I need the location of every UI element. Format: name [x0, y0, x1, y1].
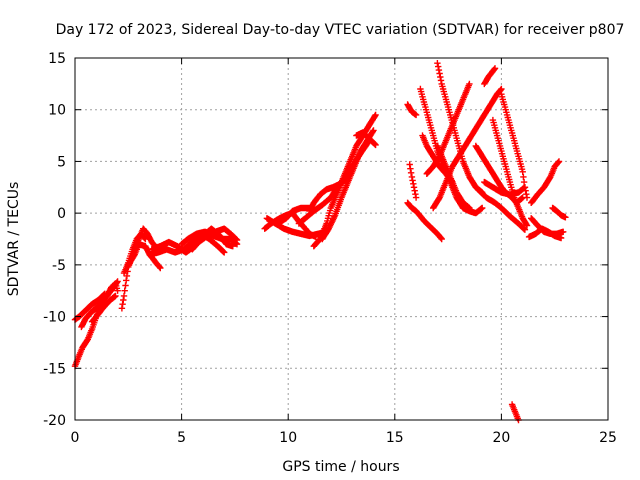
trace-markers — [103, 280, 121, 300]
trace-t5 — [103, 280, 121, 300]
trace-t28 — [423, 80, 473, 177]
trace-markers — [430, 85, 505, 212]
trace-markers — [404, 101, 420, 119]
trace-t39 — [549, 204, 569, 221]
trace-t38 — [528, 215, 567, 237]
plot-frame — [74, 57, 609, 421]
trace-markers — [274, 204, 313, 227]
trace-markers — [404, 199, 445, 243]
trace-t23 — [404, 199, 445, 243]
trace-t29 — [430, 85, 505, 212]
x-tick-label: 15 — [386, 430, 404, 446]
trace-t30 — [481, 65, 499, 88]
trace-markers — [88, 292, 119, 325]
x-tick-label: 20 — [492, 430, 510, 446]
trace-markers — [549, 204, 569, 221]
trace-markers — [498, 91, 531, 201]
x-tick-label: 0 — [71, 430, 80, 446]
data-series — [71, 60, 569, 424]
trace-markers — [481, 178, 529, 198]
x-tick-label: 25 — [599, 430, 617, 446]
y-tick-label: 5 — [57, 154, 66, 170]
trace-t19 — [306, 176, 349, 215]
y-axis-tick-labels: 15 10 5 0 -5 -10 -15 -20 — [43, 51, 66, 429]
trace-t36 — [528, 158, 563, 206]
trace-t4 — [88, 292, 119, 325]
grid — [75, 58, 608, 420]
trace-t12 — [189, 225, 241, 253]
trace-markers — [528, 215, 567, 237]
trace-t35 — [481, 178, 529, 198]
trace-t20 — [353, 129, 379, 149]
trace-markers — [189, 225, 241, 253]
y-axis-label: SDTVAR / TECUs — [6, 182, 22, 297]
y-tick-label: -15 — [43, 361, 66, 377]
y-tick-label: 15 — [48, 51, 66, 67]
axis-ticks — [74, 57, 609, 421]
trace-t32 — [498, 91, 531, 201]
trace-markers — [528, 158, 563, 206]
y-tick-label: 10 — [48, 103, 66, 119]
trace-t40 — [508, 401, 522, 424]
x-axis-tick-labels: 0 5 10 15 20 25 — [71, 430, 617, 446]
y-tick-label: -20 — [43, 413, 66, 429]
y-tick-label: 0 — [57, 206, 66, 222]
trace-t33 — [489, 116, 531, 229]
trace-markers — [508, 401, 522, 424]
x-tick-label: 5 — [177, 430, 186, 446]
trace-t22 — [406, 161, 420, 201]
trace-markers — [481, 65, 499, 88]
trace-t21 — [404, 101, 420, 119]
y-tick-label: -5 — [52, 258, 66, 274]
trace-markers — [406, 161, 420, 201]
trace-t15 — [274, 204, 313, 227]
x-tick-label: 10 — [279, 430, 297, 446]
trace-markers — [306, 176, 349, 215]
trace-t34 — [474, 186, 529, 233]
trace-markers — [474, 186, 529, 233]
trace-markers — [489, 116, 531, 229]
chart-title: Day 172 of 2023, Sidereal Day-to-day VTE… — [56, 22, 625, 38]
y-tick-label: -10 — [43, 310, 66, 326]
trace-markers — [423, 80, 473, 177]
x-axis-label: GPS time / hours — [282, 459, 399, 475]
trace-markers — [353, 129, 379, 149]
